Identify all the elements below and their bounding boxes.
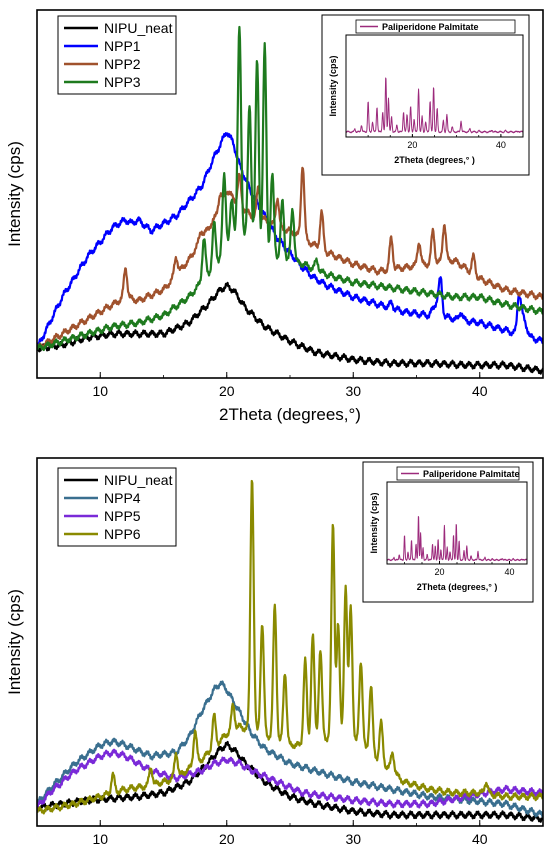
panel-1-x-axis-label: 2Theta (degrees,°) — [219, 405, 361, 424]
panel-2-inset-legend-box — [396, 466, 520, 481]
panel-2-x-tick-label-10: 10 — [92, 831, 108, 847]
panel-2-series-line-npp6 — [37, 479, 543, 815]
panel-1-series-line-nipu-neat — [37, 281, 543, 375]
panel-1-inset-panel: 20 40 2Theta (degrees,° ) Intensity (cps) Pa… — [321, 14, 530, 176]
panel-1-inset-series-group — [346, 77, 523, 134]
panel-2-inset-y-axis-label: Intensity (cps) — [369, 492, 379, 553]
panel-2-inset-legend-label: Paliperidone Palmitate — [423, 469, 520, 479]
panel-1-legend-label: NPP1 — [104, 38, 141, 54]
panel-1-inset-inset-frame — [321, 14, 530, 176]
panel-2-x-tick-label-40: 40 — [472, 831, 488, 847]
panel-2-inset-panel: 20 40 2Theta (degrees,° ) Intensity (cps) Pa… — [362, 461, 534, 603]
panel-1-inset-series-line-paliperidone-palmitate — [346, 77, 523, 134]
panel-2-legend-label: NPP4 — [104, 490, 141, 506]
panel-1-inset-x-tick-label-40: 40 — [496, 140, 506, 150]
panel-2-x-tick-label-30: 30 — [345, 831, 361, 847]
panel-1-inset-y-axis-label: Intensity (cps) — [328, 55, 338, 116]
panel-2-series-group — [37, 479, 543, 823]
panel-1-y-axis-label: Intensity (cps) — [5, 141, 24, 247]
panel-1-inset-x-tick-label-20: 20 — [407, 140, 417, 150]
panel-2-series-line-npp5 — [37, 748, 543, 809]
panel-1-panel: 10 20 30 40 2Theta (degrees,°) Intensity (cps… — [5, 9, 544, 424]
panel-2-inset-x-tick-label-40: 40 — [504, 567, 514, 577]
panel-2-x-tick-label-20: 20 — [219, 831, 235, 847]
panel-1-inset-legend-label: Paliperidone Palmitate — [382, 22, 479, 32]
panel-1-inset-legend-box — [355, 19, 516, 34]
panel-1-x-tick-label-40: 40 — [472, 383, 488, 399]
panel-1-legend-label: NPP2 — [104, 56, 141, 72]
panel-1-legend-label: NIPU_neat — [104, 20, 173, 36]
panel-1-series-group — [37, 25, 543, 375]
panel-2-legend-label: NPP5 — [104, 508, 141, 524]
panel-1-inset-x-axis-label: 2Theta (degrees,° ) — [394, 155, 475, 165]
panel-2-legend-label: NIPU_neat — [104, 472, 173, 488]
panel-1-x-tick-label-20: 20 — [219, 383, 235, 399]
panel-2-y-axis-label: Intensity (cps) — [5, 589, 24, 695]
panel-2-inset-series-group — [387, 516, 527, 562]
panel-1-legend-label: NPP3 — [104, 74, 141, 90]
panel-2-series-line-nipu-neat — [37, 740, 543, 823]
panel-2-inset-inset-frame — [362, 461, 534, 603]
panel-1-x-tick-label-30: 30 — [345, 383, 361, 399]
panel-2-legend-label: NPP6 — [104, 526, 141, 542]
panel-1-x-tick-label-10: 10 — [92, 383, 108, 399]
panel-2-inset-series-line-paliperidone-palmitate — [387, 516, 527, 562]
panel-1-series-line-npp3 — [37, 25, 543, 352]
panel-2-inset-x-axis-label: 2Theta (degrees,° ) — [417, 582, 498, 592]
panel-2-inset-x-tick-label-20: 20 — [434, 567, 444, 577]
